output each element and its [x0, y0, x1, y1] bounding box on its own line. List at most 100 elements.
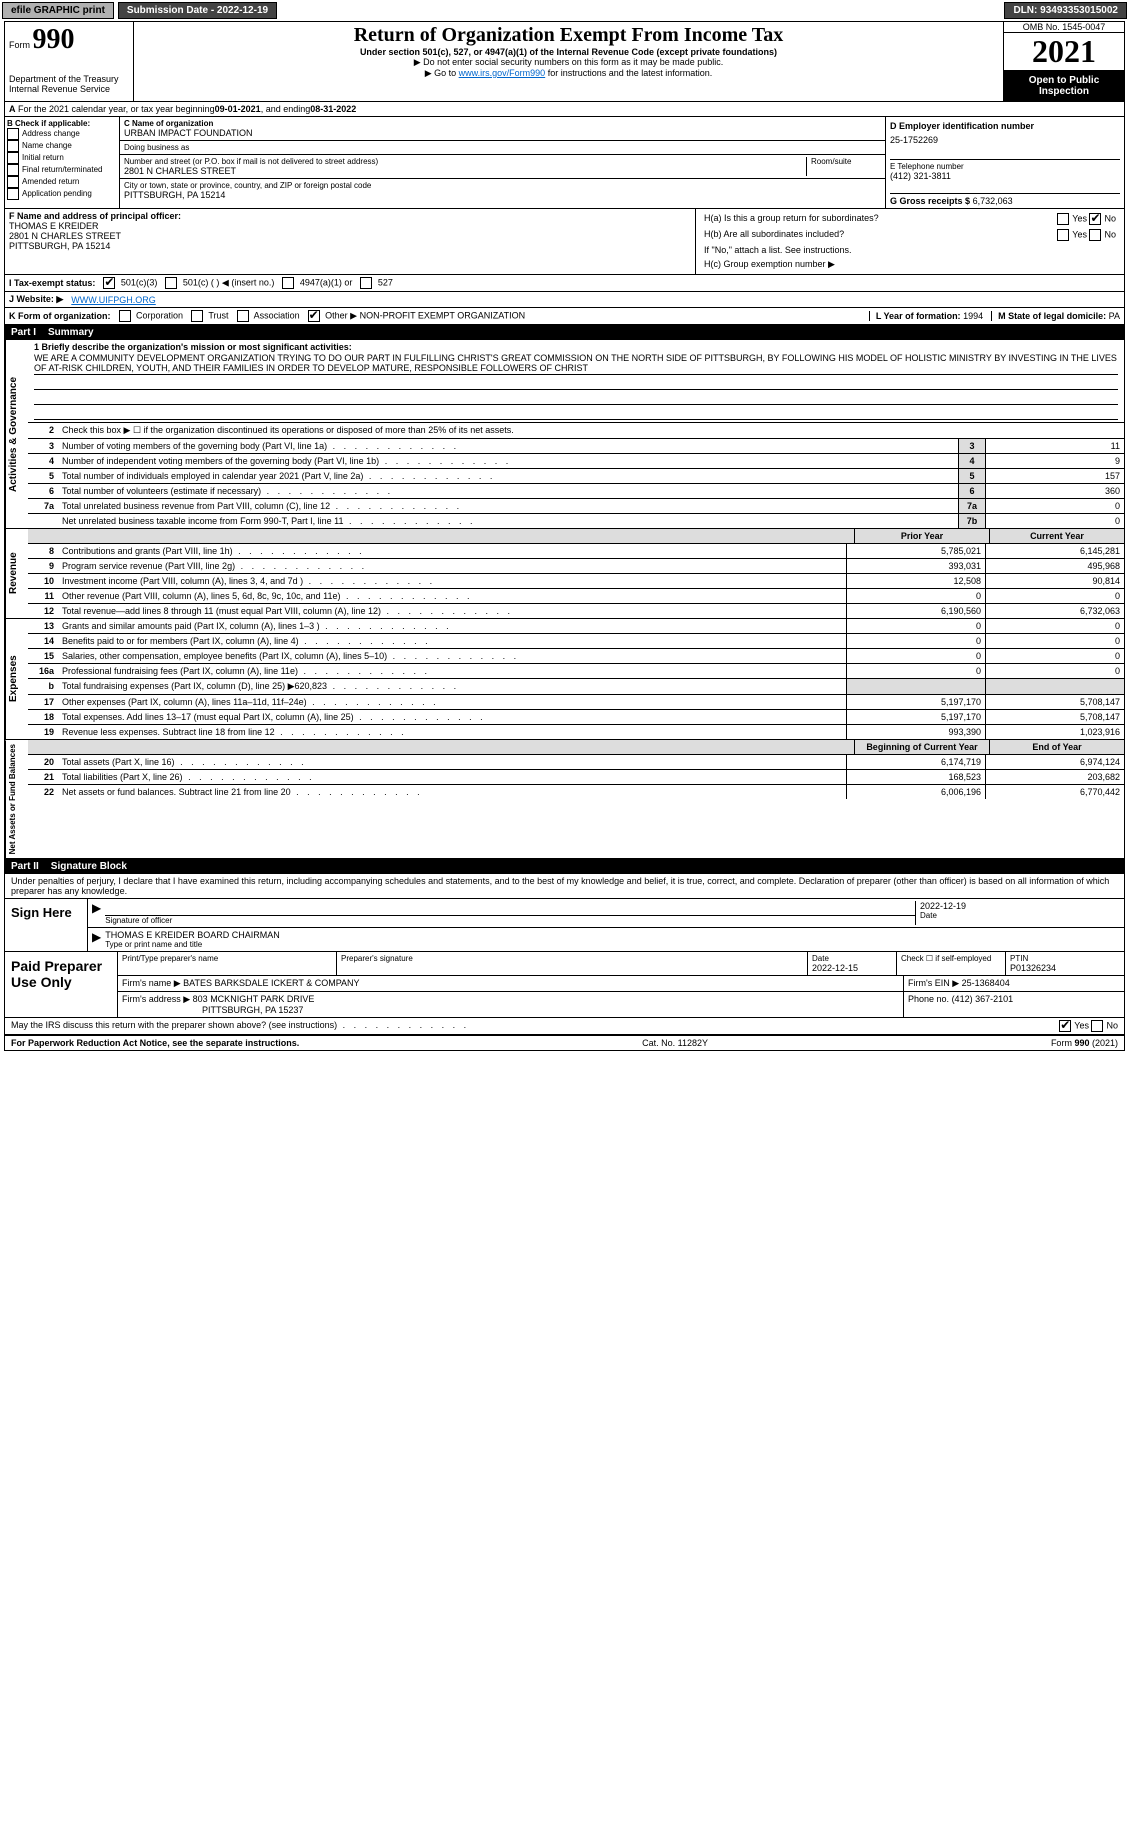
chk-initial-return[interactable]: Initial return [7, 152, 117, 164]
goto-prefix: ▶ Go to [425, 68, 459, 78]
section-fh: F Name and address of principal officer:… [5, 209, 1124, 275]
table-row: 19Revenue less expenses. Subtract line 1… [28, 724, 1124, 739]
ha-no-label: No [1104, 213, 1116, 223]
officer-print-name: THOMAS E KREIDER BOARD CHAIRMAN [105, 930, 1120, 940]
discuss-yes: Yes [1074, 1021, 1089, 1031]
sign-date: 2022-12-19 [920, 901, 1120, 911]
prep-sig-label: Preparer's signature [341, 954, 803, 963]
discuss-no-checkbox[interactable] [1091, 1020, 1103, 1032]
begin-year-hdr: Beginning of Current Year [854, 740, 989, 754]
form-number-cell: Form 990 Department of the Treasury Inte… [5, 22, 134, 101]
hb-label: H(b) Are all subordinates included? [704, 229, 844, 241]
footer-row: For Paperwork Reduction Act Notice, see … [5, 1035, 1124, 1050]
chk-amended-return[interactable]: Amended return [7, 176, 117, 188]
cat-no: Cat. No. 11282Y [642, 1038, 708, 1048]
current-year-hdr: Current Year [989, 529, 1124, 543]
table-row: bTotal fundraising expenses (Part IX, co… [28, 678, 1124, 694]
opt-527: 527 [378, 277, 393, 287]
chk-other[interactable] [308, 310, 320, 322]
part1-header: Part I Summary [5, 325, 1124, 340]
city-label: City or town, state or province, country… [124, 181, 881, 190]
form-prefix: Form [9, 40, 30, 50]
part2-header: Part II Signature Block [5, 859, 1124, 874]
netassets-section: Net Assets or Fund Balances Beginning of… [5, 740, 1124, 859]
self-employed-label: Check ☐ if self-employed [901, 954, 1001, 963]
chk-assoc[interactable] [237, 310, 249, 322]
state-domicile: PA [1109, 311, 1120, 321]
chk-4947[interactable] [282, 277, 294, 289]
omb-number: OMB No. 1545-0047 [1004, 22, 1124, 32]
table-row: 9Program service revenue (Part VIII, lin… [28, 558, 1124, 573]
part2-title: Signature Block [51, 861, 127, 872]
chk-address-change[interactable]: Address change [7, 128, 117, 140]
ha-label: H(a) Is this a group return for subordin… [704, 213, 879, 225]
chk-501c3[interactable] [103, 277, 115, 289]
expenses-section: Expenses 13Grants and similar amounts pa… [5, 619, 1124, 740]
line2-num: 2 [28, 423, 58, 438]
expenses-vlabel: Expenses [5, 619, 28, 739]
form-subtitle: Under section 501(c), 527, or 4947(a)(1)… [140, 47, 997, 57]
goto-note: ▶ Go to www.irs.gov/Form990 for instruct… [140, 68, 997, 79]
section-c: C Name of organization URBAN IMPACT FOUN… [120, 117, 886, 208]
state-domicile-label: M State of legal domicile: [998, 311, 1106, 321]
table-row: 20Total assets (Part X, line 16)6,174,71… [28, 754, 1124, 769]
ptin-label: PTIN [1010, 954, 1120, 963]
chk-final-label: Final return/terminated [22, 165, 102, 174]
title-cell: Return of Organization Exempt From Incom… [134, 22, 1003, 101]
netassets-vlabel: Net Assets or Fund Balances [5, 740, 28, 858]
discuss-yes-checkbox[interactable] [1059, 1020, 1071, 1032]
chk-501c[interactable] [165, 277, 177, 289]
table-row: 18Total expenses. Add lines 13–17 (must … [28, 709, 1124, 724]
row-j-website: J Website: ▶ WWW.UIFPGH.ORG [5, 292, 1124, 308]
table-row: 6Total number of volunteers (estimate if… [28, 483, 1124, 498]
chk-final-return[interactable]: Final return/terminated [7, 164, 117, 176]
efile-badge: efile GRAPHIC print [2, 2, 114, 19]
chk-application-pending[interactable]: Application pending [7, 188, 117, 200]
other-value: NON-PROFIT EXEMPT ORGANIZATION [360, 310, 526, 320]
chk-trust[interactable] [191, 310, 203, 322]
table-row: 4Number of independent voting members of… [28, 453, 1124, 468]
table-row: 21Total liabilities (Part X, line 26)168… [28, 769, 1124, 784]
officer-label: F Name and address of principal officer: [9, 211, 691, 221]
end-year-hdr: End of Year [989, 740, 1124, 754]
hb-no-checkbox[interactable] [1089, 229, 1101, 241]
firm-phone-label: Phone no. [908, 994, 949, 1004]
table-row: 14Benefits paid to or for members (Part … [28, 633, 1124, 648]
ha-yes-checkbox[interactable] [1057, 213, 1069, 225]
firm-ein-label: Firm's EIN ▶ [908, 978, 959, 988]
table-row: 16aProfessional fundraising fees (Part I… [28, 663, 1124, 678]
firm-addr-label: Firm's address ▶ [122, 994, 190, 1004]
mission-text: WE ARE A COMMUNITY DEVELOPMENT ORGANIZAT… [34, 352, 1118, 375]
website-link[interactable]: WWW.UIFPGH.ORG [71, 295, 156, 305]
opt-other: Other ▶ [325, 310, 357, 320]
firm-phone: (412) 367-2101 [952, 994, 1014, 1004]
year-formation-label: L Year of formation: [876, 311, 961, 321]
sign-here-section: Sign Here ▶ Signature of officer 2022-12… [5, 899, 1124, 952]
hb-note: If "No," attach a list. See instructions… [700, 243, 1120, 257]
form-container: Form 990 Department of the Treasury Inte… [4, 21, 1125, 1051]
governance-section: Activities & Governance 1 Briefly descri… [5, 340, 1124, 529]
governance-vlabel: Activities & Governance [5, 340, 28, 528]
chk-527[interactable] [360, 277, 372, 289]
phone-label: E Telephone number [890, 162, 1120, 171]
prior-year-hdr: Prior Year [854, 529, 989, 543]
dln-badge: DLN: 93493353015002 [1004, 2, 1127, 19]
firm-ein: 25-1368404 [962, 978, 1010, 988]
section-deg: D Employer identification number 25-1752… [886, 117, 1124, 208]
irs-link[interactable]: www.irs.gov/Form990 [459, 68, 546, 78]
hb-no-label: No [1104, 229, 1116, 239]
table-row: 8Contributions and grants (Part VIII, li… [28, 543, 1124, 558]
prep-date-label: Date [812, 954, 892, 963]
org-name-label: C Name of organization [124, 119, 881, 128]
chk-corp[interactable] [119, 310, 131, 322]
ha-no-checkbox[interactable] [1089, 213, 1101, 225]
chk-amended-label: Amended return [22, 177, 79, 186]
room-label: Room/suite [811, 157, 881, 166]
right-header-cell: OMB No. 1545-0047 2021 Open to Public In… [1003, 22, 1124, 101]
mission-label: 1 Briefly describe the organization's mi… [34, 342, 1118, 352]
paperwork-notice: For Paperwork Reduction Act Notice, see … [11, 1038, 299, 1048]
chk-name-change[interactable]: Name change [7, 140, 117, 152]
sign-here-label: Sign Here [5, 899, 88, 951]
hb-yes-checkbox[interactable] [1057, 229, 1069, 241]
submission-date-badge: Submission Date - 2022-12-19 [118, 2, 277, 19]
